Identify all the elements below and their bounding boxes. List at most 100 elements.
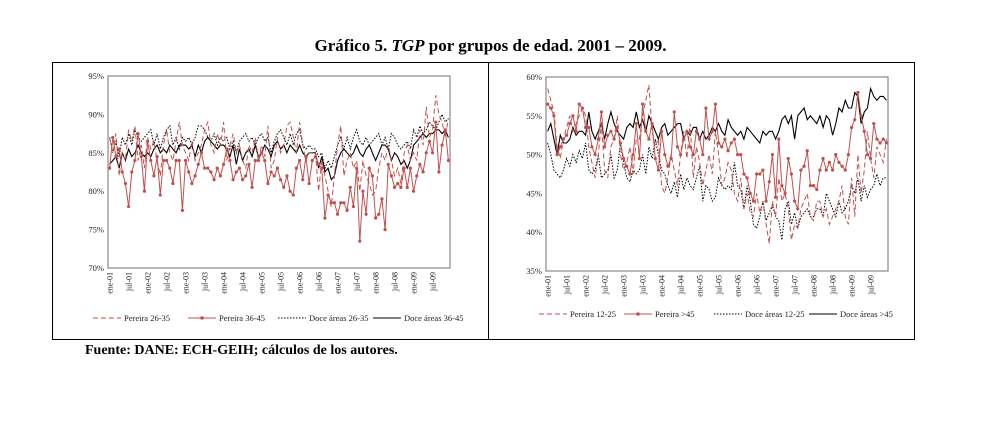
series-marker [231,178,235,182]
series-marker [590,145,594,149]
series-marker [618,141,623,145]
x-tick-label: ene-02 [144,272,153,294]
series-marker [301,178,305,182]
x-tick-label: jul-05 [715,275,724,295]
series-marker [386,162,390,166]
series-marker [802,164,806,168]
series-marker [190,181,194,186]
series-marker [259,151,264,155]
series-marker [326,193,330,197]
series-marker [415,174,419,178]
series-marker [256,158,261,163]
y-tick-label: 55% [526,111,542,121]
series-marker [884,141,889,145]
x-tick-label: ene-09 [410,272,419,294]
series-marker [152,174,156,178]
series-marker [399,185,403,189]
x-tick-label: jul-02 [163,272,172,292]
series-marker [361,189,365,193]
y-tick-label: 70% [88,263,104,273]
x-tick-label: ene-04 [220,272,229,294]
series-marker [196,162,200,166]
series-marker [843,168,847,172]
series-marker [625,164,629,168]
figure-frame: 70% 75% 80% 85% 90% 95% ene-01 jul-01 ene-02 jul-… [52,62,915,340]
series-marker [707,137,711,141]
series-line-pereira-26-35 [109,95,449,207]
series-marker [244,174,248,178]
series-marker [310,158,314,163]
series-marker [691,153,695,157]
series-marker [824,168,828,172]
series-marker [351,204,356,209]
x-tick-label: jul-01 [125,272,134,292]
series-marker [421,170,425,174]
series-marker [739,153,743,157]
series-marker [720,145,724,149]
x-tick-label: jul-06 [753,275,762,295]
series-marker [859,114,863,118]
legend-label: Doce áreas 36-45 [404,313,463,323]
chart-left: 70% 75% 80% 85% 90% 95% ene-01 jul-01 ene-02 jul-… [88,71,463,323]
series-marker [564,133,569,137]
series-marker [221,162,226,166]
y-tick-label: 40% [526,227,542,237]
series-marker [827,160,832,164]
series-marker [748,191,752,195]
series-marker [786,156,790,161]
x-tick-label: jul-08 [829,275,838,295]
series-marker [440,143,444,147]
series-marker [212,178,216,182]
x-tick-label: ene-01 [106,272,115,294]
y-tick-label: 80% [88,186,104,196]
y-tick-label: 50% [526,150,542,160]
series-marker [805,149,809,153]
series-marker [834,153,838,157]
series-marker [837,160,841,164]
x-tick-label: jul-04 [677,275,686,295]
series-marker [373,216,378,220]
y-tick-label: 45% [526,188,542,198]
series-marker [678,153,683,157]
series-marker [408,166,413,170]
series-marker [164,158,169,163]
series-marker [443,128,447,132]
x-tick-label: jul-05 [277,272,286,292]
y-tick-label: 85% [88,148,104,158]
series-marker [320,166,324,170]
series-marker [818,168,822,172]
series-marker [206,166,210,170]
series-marker [364,212,368,216]
series-marker [558,145,562,149]
series-marker [370,174,375,178]
series-marker [561,137,566,141]
series-marker [865,153,870,157]
series-marker [580,106,585,110]
y-tick-label: 35% [526,266,542,276]
title-suffix: por grupos de edad. 2001 – 2009. [428,36,667,55]
x-tick-label: ene-08 [372,272,381,294]
series-marker [145,139,150,143]
series-marker [250,185,254,189]
series-marker [780,184,784,188]
series-marker [830,168,835,172]
series-marker [120,170,124,174]
series-marker [174,158,178,163]
series-marker [339,201,343,205]
series-marker [713,102,718,106]
series-marker [329,201,333,205]
series-marker [621,156,626,161]
series-marker [123,181,128,186]
plot-area [545,76,889,272]
series-marker [111,135,115,140]
series-marker [881,137,885,141]
series-marker [593,153,597,157]
series-marker [574,129,578,133]
series-marker [615,125,619,130]
x-tick-label: ene-03 [620,275,629,297]
series-marker [568,121,572,126]
series-marker [701,153,705,157]
series-marker [282,185,286,189]
series-marker [332,201,337,205]
series-marker [751,199,756,203]
